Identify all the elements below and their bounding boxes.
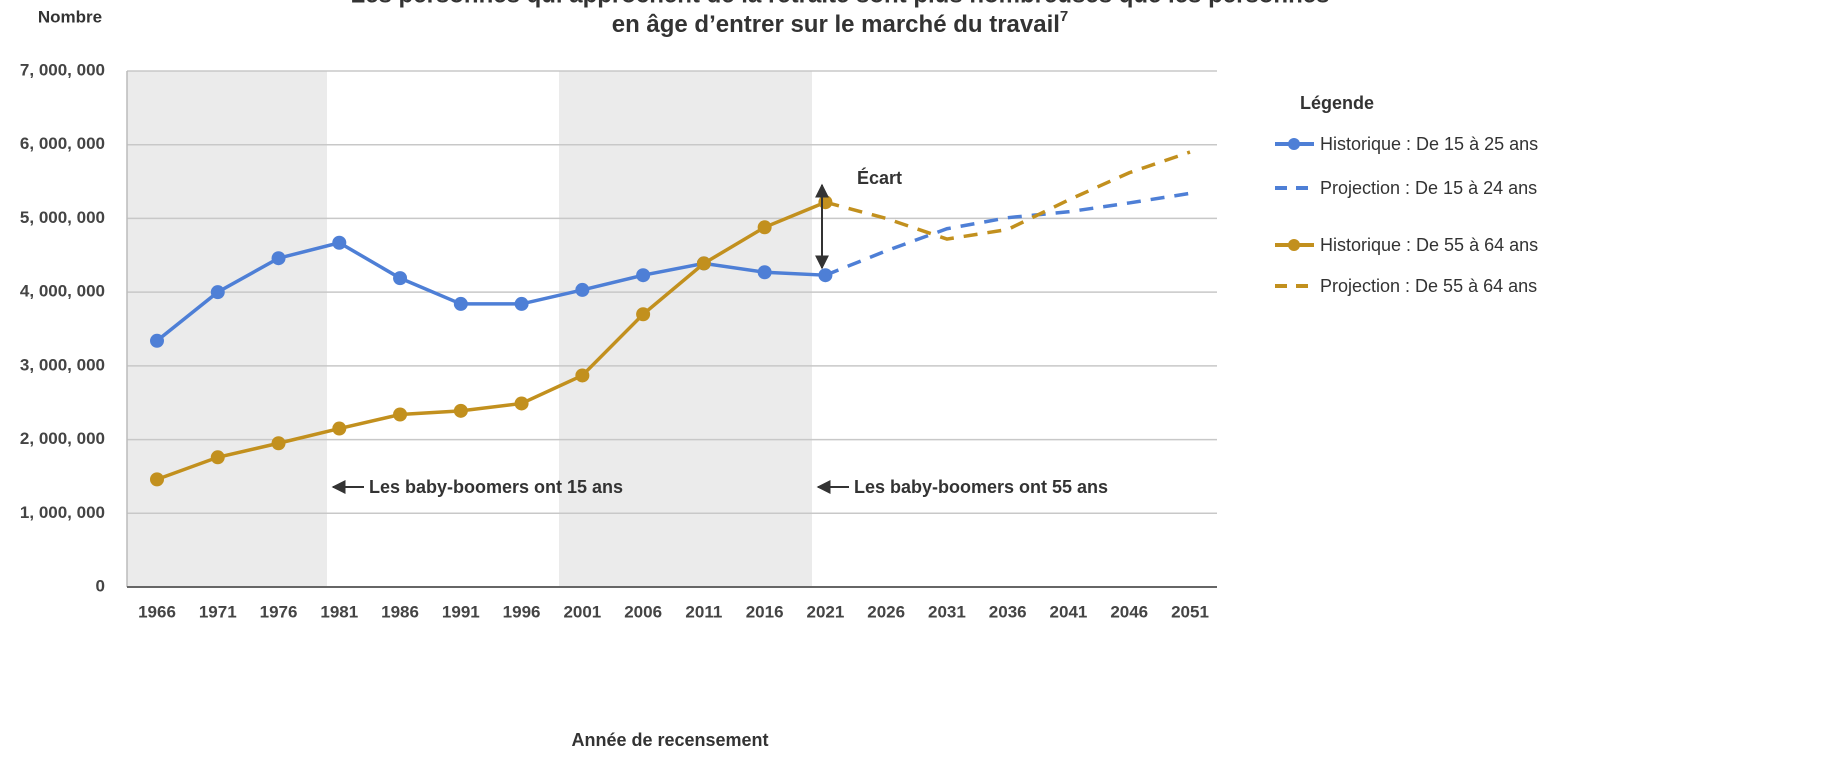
data-point (210, 285, 225, 300)
x-tick-label: 1966 (138, 602, 176, 621)
shade-band (559, 71, 812, 587)
x-tick-label: 2031 (928, 602, 966, 621)
title-line: en âge d’entrer sur le marché du travail (612, 11, 1060, 38)
data-point (575, 282, 590, 297)
legend-title: Légende (1300, 93, 1374, 113)
x-tick-label: 2026 (867, 602, 905, 621)
x-tick-label: 1981 (320, 602, 358, 621)
data-point (636, 268, 651, 283)
x-tick-label: 1986 (381, 602, 419, 621)
data-point (332, 421, 347, 436)
y-tick-label: 2, 000, 000 (20, 429, 105, 448)
data-point (514, 296, 529, 311)
x-tick-label: 2016 (746, 602, 784, 621)
y-tick-label: 3, 000, 000 (20, 355, 105, 374)
data-point (757, 220, 772, 235)
x-tick-label: 2011 (685, 602, 722, 621)
data-point (150, 472, 164, 487)
x-tick-label: 1971 (199, 602, 237, 621)
y-tick-label: 4, 000, 000 (20, 282, 105, 301)
projection-line (824, 191, 1191, 277)
x-tick-label: 1976 (260, 602, 298, 621)
data-point (393, 271, 408, 286)
data-point (636, 307, 651, 322)
data-point (514, 396, 529, 411)
chart-title: Les personnes qui approchent de la retra… (351, 0, 1330, 8)
data-point (393, 407, 408, 422)
x-tick-label: 1991 (442, 602, 480, 621)
y-axis-label: Nombre (38, 7, 102, 26)
data-point (271, 251, 286, 266)
x-tick-label: 2041 (1050, 602, 1088, 621)
history-line (156, 200, 827, 482)
chart-title: en âge d’entrer sur le marché du travail… (612, 8, 1069, 38)
legend-label: Historique : De 15 à 25 ans (1320, 134, 1538, 154)
data-point (453, 403, 468, 418)
legend-label: Historique : De 55 à 64 ans (1320, 235, 1538, 255)
x-tick-label: 2006 (624, 602, 662, 621)
data-point (210, 450, 225, 465)
data-point (575, 368, 590, 383)
data-point (271, 436, 286, 451)
shade-band (127, 71, 327, 587)
data-point (332, 235, 347, 250)
data-point (696, 256, 711, 271)
x-tick-label: 1996 (503, 602, 541, 621)
y-tick-label: 1, 000, 000 (20, 503, 105, 522)
title-note: 7 (1060, 8, 1068, 25)
y-tick-label: 5, 000, 000 (20, 208, 105, 227)
legend-marker (1288, 138, 1300, 150)
data-point (453, 296, 468, 311)
data-point (150, 333, 164, 348)
y-tick-label: 0 (96, 576, 105, 595)
annotation: Les baby-boomers ont 55 ans (854, 477, 1108, 497)
x-tick-label: 2046 (1110, 602, 1148, 621)
annotation: Les baby-boomers ont 15 ans (369, 477, 623, 497)
x-tick-label: 2001 (563, 602, 601, 621)
legend-label: Projection : De 15 à 24 ans (1320, 178, 1537, 198)
x-axis-label: Année de recensement (571, 730, 768, 750)
x-tick-label: 2036 (989, 602, 1027, 621)
period-shading (127, 71, 812, 587)
projection-line (824, 150, 1191, 241)
x-tick-label: 2021 (806, 602, 844, 621)
x-tick-label: 2051 (1171, 602, 1209, 621)
legend-marker (1288, 239, 1300, 251)
data-point (757, 265, 772, 280)
y-tick-label: 7, 000, 000 (20, 60, 105, 79)
legend-label: Projection : De 55 à 64 ans (1320, 276, 1537, 296)
y-tick-label: 6, 000, 000 (20, 134, 105, 153)
annotation: Écart (857, 167, 902, 188)
history-line (155, 240, 826, 343)
